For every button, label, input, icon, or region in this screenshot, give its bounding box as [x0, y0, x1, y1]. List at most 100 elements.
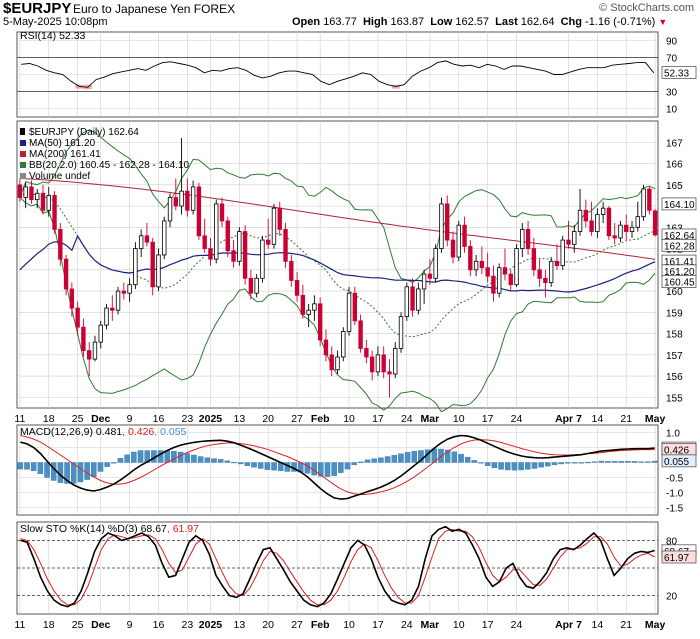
candle-body [468, 246, 473, 271]
candle-body [46, 195, 51, 211]
price-tick-label: 166 [666, 160, 683, 171]
candle-body [525, 229, 531, 249]
candle-body [260, 239, 265, 279]
candle-body [23, 186, 28, 198]
macd-hist-value: , 0.055 [154, 426, 186, 438]
bb-mid-value: 162.28 [664, 241, 695, 252]
candle-body [416, 288, 421, 311]
macd-histogram-bar [565, 462, 571, 464]
macd-histogram-bar [338, 462, 344, 473]
macd-histogram-bar [271, 462, 277, 471]
macd-histogram-bar [631, 461, 638, 463]
price-tick-label: 156 [666, 372, 683, 383]
candle-body [618, 224, 623, 239]
sto-x-tick-label: 10 [453, 619, 465, 631]
candle-body [294, 280, 300, 296]
candle-body [629, 226, 635, 232]
candle-body [433, 248, 438, 279]
macd-histogram-bar [344, 462, 351, 470]
candle-body [248, 277, 254, 294]
candle-body [58, 229, 63, 260]
sto-x-tick-label: May [645, 619, 666, 631]
macd-hist-last-value-box [661, 454, 697, 468]
price-tick-label: 157 [666, 351, 683, 362]
macd-histogram-bar [44, 462, 50, 478]
candle-body [185, 190, 190, 211]
bb-lower-value: 160.45 [664, 278, 695, 289]
candle-body [589, 220, 594, 232]
candle-body [231, 250, 236, 262]
macd-histogram-bar [30, 462, 37, 472]
price-x-tick-label: 24 [401, 413, 413, 425]
macd-histogram-bar [384, 456, 391, 463]
candle-body [520, 229, 525, 249]
sto-x-tick-label: Feb [311, 619, 330, 631]
price-x-tick-label: 25 [72, 413, 84, 425]
candle-body [167, 197, 173, 222]
sto-x-tick-label: 9 [127, 619, 133, 631]
candle-body [369, 356, 375, 373]
legend-entry: BB(20,2.0) 160.45 - 162.28 - 164.10 [29, 160, 190, 171]
macd-histogram-bar [598, 460, 604, 463]
candle-body [508, 273, 513, 286]
candle-body [341, 331, 346, 358]
macd-histogram-bar [611, 461, 618, 463]
macd-histogram-bar [591, 461, 598, 463]
candle-body [317, 303, 323, 341]
sto-x-tick-label: 14 [592, 619, 604, 631]
candle-body [237, 231, 242, 262]
sto-k-line [20, 525, 655, 608]
macd-histogram-bar [558, 462, 564, 465]
macd-histogram-bar [585, 462, 591, 464]
macd-histogram-bar [571, 462, 578, 464]
macd-histogram-bar [364, 459, 371, 463]
macd-histogram-bar [131, 451, 137, 463]
candle-body [456, 224, 461, 258]
candle-body [647, 188, 652, 211]
candle-body [485, 267, 490, 277]
macd-histogram-bar [578, 462, 584, 464]
candle-body [104, 307, 109, 326]
last-value: 162.64 [520, 16, 555, 28]
rsi-last-value: 52.33 [664, 69, 689, 80]
candle-body [29, 186, 34, 201]
candle-body [266, 239, 271, 245]
candle-body [133, 248, 138, 286]
macd-histogram-bar [511, 462, 518, 471]
candle-body [225, 220, 230, 252]
candle-body [531, 248, 537, 271]
rsi-title: RSI(14) 52.33 [20, 30, 86, 42]
macd-histogram-bar [651, 460, 658, 463]
macd-histogram-bar [378, 457, 384, 463]
price-x-tick-label: 17 [482, 413, 494, 425]
macd-histogram-bar [91, 462, 97, 477]
sto-d-last-value-box [661, 550, 697, 564]
candle-body [537, 269, 542, 279]
candle-body [17, 184, 23, 198]
candle-body [127, 284, 132, 294]
macd-histogram-bar [71, 462, 77, 484]
macd-histogram-bar [458, 453, 464, 463]
macd-histogram-bar [171, 450, 177, 463]
macd-histogram-bar [324, 462, 331, 477]
rsi-tick-label: 70 [666, 54, 678, 65]
candle-body [473, 260, 479, 271]
macd-histogram-bar [484, 462, 491, 466]
macd-histogram-bar [137, 450, 144, 463]
price-x-tick-label: Mar [421, 413, 440, 425]
macd-histogram-bar [358, 461, 364, 463]
macd-signal-last-value: 0.426 [664, 446, 689, 457]
price-x-tick-label: Apr 7 [555, 413, 582, 425]
bb-upper-value: 164.10 [664, 200, 695, 211]
macd-histogram-bar [418, 450, 424, 463]
macd-histogram-bar [605, 461, 611, 463]
sto-x-tick-label: 20 [262, 619, 274, 631]
legend-swatch [20, 140, 26, 146]
candle-body [560, 239, 565, 266]
macd-histogram-bar [491, 462, 498, 469]
macd-histogram-bar [618, 461, 625, 463]
candle-body [306, 309, 311, 315]
candle-body [566, 239, 571, 245]
price-x-tick-label: 27 [291, 413, 303, 425]
candle-body [254, 277, 259, 294]
